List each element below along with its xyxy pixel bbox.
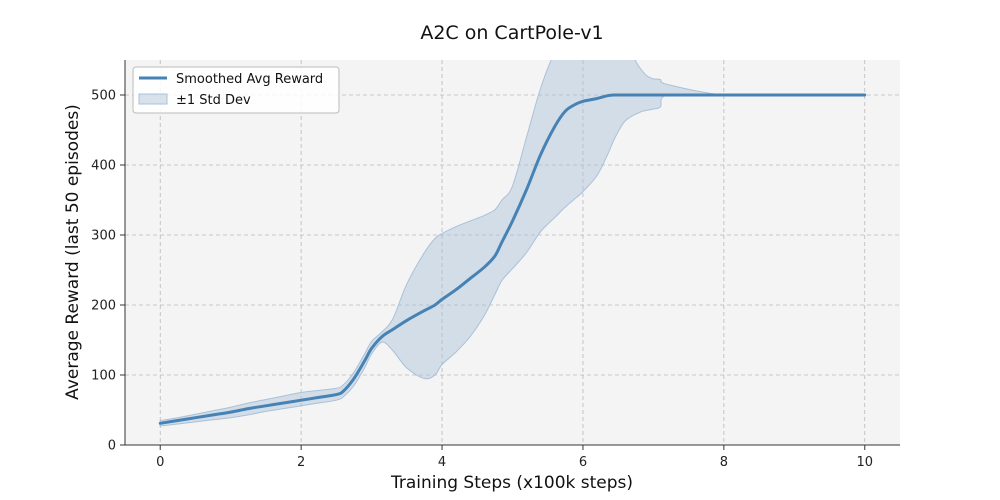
y-tick-label: 500: [91, 89, 116, 104]
y-tick-label: 200: [91, 299, 116, 314]
x-tick-label: 6: [579, 455, 587, 470]
y-tick-label: 400: [91, 159, 116, 174]
y-ticks: 0 100 200 300 400 500: [91, 89, 125, 454]
y-tick-label: 0: [108, 439, 116, 454]
x-tick-label: 4: [438, 455, 446, 470]
smoothed-reward-line: [158, 93, 867, 425]
x-ticks: 0 2 4 6 8 10: [156, 445, 873, 470]
chart-title: A2C on CartPole-v1: [420, 22, 603, 44]
x-axis-title: Training Steps (x100k steps): [390, 473, 633, 493]
legend-label-band: ±1 Std Dev: [176, 93, 251, 108]
reward-line-layer: [158, 93, 867, 425]
legend-band-swatch: [138, 93, 168, 105]
legend-box: [132, 66, 340, 114]
x-tick-label: 0: [156, 455, 164, 470]
legend-label-line: Smoothed Avg Reward: [176, 72, 323, 87]
y-tick-label: 100: [91, 369, 116, 384]
x-tick-label: 10: [856, 455, 873, 470]
y-axis-title: Average Reward (last 50 episodes): [63, 104, 83, 400]
y-tick-label: 300: [91, 229, 116, 244]
x-tick-label: 2: [297, 455, 305, 470]
x-tick-label: 8: [720, 455, 728, 470]
axes: [124, 60, 900, 446]
plot-background: [125, 60, 900, 445]
legend: Smoothed Avg Reward ±1 Std Dev: [132, 66, 340, 114]
